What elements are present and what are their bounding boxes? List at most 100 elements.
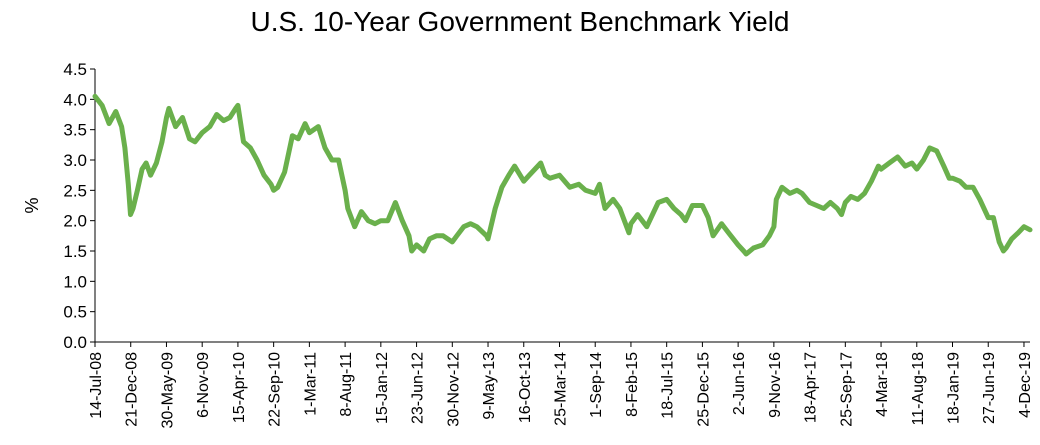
data-point xyxy=(486,237,490,241)
data-point xyxy=(316,125,320,129)
data-point xyxy=(828,201,832,204)
data-point xyxy=(761,243,765,247)
data-point xyxy=(135,188,139,192)
data-point xyxy=(366,219,370,223)
data-point xyxy=(879,167,883,171)
data-point xyxy=(455,234,459,238)
x-axis: 14-Jul-08 21-Dec-08 30-May-09 6-Nov-09 15-Ap… xyxy=(88,341,1034,428)
data-point xyxy=(236,103,240,107)
y-tick-label: 3.0 xyxy=(63,151,87,170)
data-point xyxy=(679,213,683,217)
x-tick-label: 9-Nov-16 xyxy=(767,352,784,418)
data-point xyxy=(428,237,431,241)
data-point xyxy=(126,182,130,186)
data-point xyxy=(935,149,939,153)
data-point xyxy=(700,204,704,207)
data-point xyxy=(422,249,426,253)
y-tick-label: 2.5 xyxy=(63,181,87,200)
data-point xyxy=(593,191,597,195)
data-point xyxy=(835,207,839,210)
data-point xyxy=(903,164,907,168)
data-point xyxy=(767,234,771,238)
data-point xyxy=(672,207,676,210)
data-point xyxy=(242,140,245,144)
data-point xyxy=(475,225,479,229)
data-point xyxy=(527,173,531,177)
data-point xyxy=(971,185,975,189)
x-tick-label: 21-Dec-08 xyxy=(124,352,141,427)
data-point xyxy=(603,207,607,210)
data-point xyxy=(618,207,622,210)
data-point xyxy=(272,188,276,192)
data-point xyxy=(869,179,873,183)
data-point xyxy=(997,240,1001,244)
data-point xyxy=(584,188,588,192)
data-point xyxy=(922,158,925,162)
data-point xyxy=(910,161,914,165)
data-point xyxy=(863,191,866,195)
data-point xyxy=(1022,225,1026,229)
x-tick-label: 1-Mar-11 xyxy=(302,352,319,416)
data-point xyxy=(815,204,819,207)
data-point xyxy=(140,167,144,171)
x-tick-label: 14-Jul-08 xyxy=(88,352,105,419)
data-point xyxy=(1016,231,1020,235)
data-point xyxy=(469,222,473,226)
data-point xyxy=(568,185,572,189)
y-tick-label: 4.5 xyxy=(63,60,87,79)
data-point xyxy=(665,197,669,201)
data-point xyxy=(346,207,350,210)
data-point xyxy=(1004,246,1008,250)
data-point xyxy=(493,207,497,210)
data-point xyxy=(896,155,900,159)
data-point xyxy=(627,231,631,235)
data-point xyxy=(558,173,561,177)
data-point xyxy=(856,197,860,201)
x-tick-label: 15-Apr-10 xyxy=(231,352,248,423)
x-tick-label: 8-Aug-11 xyxy=(338,352,355,417)
data-point xyxy=(222,119,226,123)
data-point xyxy=(131,207,135,210)
y-tick-label: 0.0 xyxy=(63,333,87,352)
data-point xyxy=(193,140,197,144)
data-point xyxy=(462,225,466,229)
data-point xyxy=(800,191,804,195)
chart-title: U.S. 10-Year Government Benchmark Yield xyxy=(250,6,790,37)
data-point xyxy=(958,179,962,183)
data-point xyxy=(500,185,504,189)
data-point xyxy=(507,173,511,177)
data-point xyxy=(822,207,826,210)
data-point xyxy=(1028,228,1032,232)
y-tick-label: 2.0 xyxy=(63,212,87,231)
data-point xyxy=(611,197,615,201)
data-point xyxy=(876,164,880,168)
data-point xyxy=(379,219,383,223)
data-point xyxy=(711,234,715,238)
data-point xyxy=(283,170,287,174)
x-tick-label: 25-Mar-14 xyxy=(552,352,569,426)
data-point xyxy=(167,106,171,110)
data-point xyxy=(736,243,740,247)
data-point xyxy=(234,106,238,110)
data-point xyxy=(636,213,640,217)
x-tick-label: 15-Jan-12 xyxy=(374,352,391,424)
data-point xyxy=(255,158,259,162)
data-point xyxy=(296,137,300,141)
data-point xyxy=(978,197,982,201)
data-point xyxy=(407,234,411,238)
data-point xyxy=(144,161,148,165)
x-tick-label: 4-Dec-19 xyxy=(1017,352,1034,418)
y-tick-label: 3.5 xyxy=(63,121,87,140)
y-axis: 0.0 0.5 1.0 1.5 2.0 2.5 3.0 3.5 4.0 4.5 xyxy=(63,60,96,352)
x-tick-label: 9-May-13 xyxy=(481,352,498,420)
data-point xyxy=(539,161,543,165)
data-point xyxy=(1001,249,1005,253)
x-tick-label: 1-Sep-14 xyxy=(588,352,605,418)
data-point xyxy=(174,125,178,129)
data-point xyxy=(262,173,266,177)
x-tick-label: 18-Jan-19 xyxy=(946,352,963,424)
data-point xyxy=(100,103,104,107)
x-tick-label: 6-Nov-09 xyxy=(195,352,212,418)
data-point xyxy=(181,116,184,119)
data-point xyxy=(720,222,724,226)
